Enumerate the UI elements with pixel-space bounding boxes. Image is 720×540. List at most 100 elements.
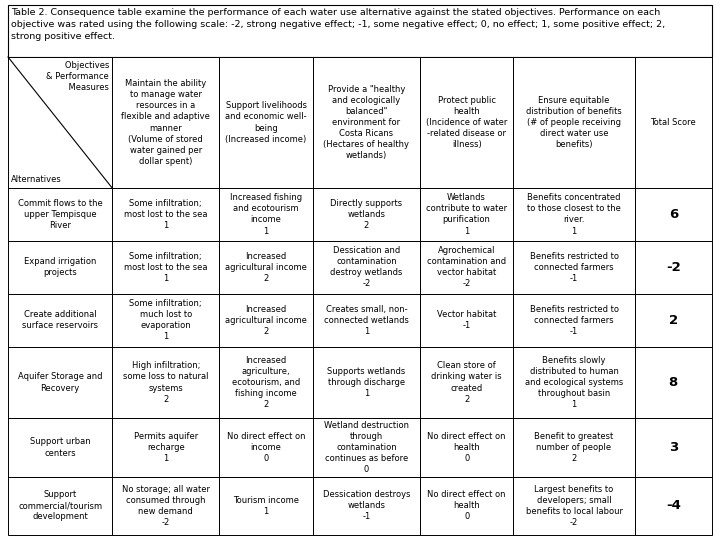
Text: Expand irrigation
projects: Expand irrigation projects xyxy=(24,257,96,278)
Bar xyxy=(219,294,312,347)
Bar xyxy=(420,477,513,535)
Bar xyxy=(8,241,112,294)
Bar xyxy=(8,347,112,418)
Text: Create additional
surface reservoirs: Create additional surface reservoirs xyxy=(22,310,98,330)
Bar xyxy=(219,188,312,241)
Text: Maintain the ability
to manage water
resources in a
flexible and adaptive
manner: Maintain the ability to manage water res… xyxy=(121,79,210,166)
Bar xyxy=(312,57,420,188)
Text: Directly supports
wetlands
2: Directly supports wetlands 2 xyxy=(330,199,402,230)
Text: No direct effect on
health
0: No direct effect on health 0 xyxy=(428,432,506,463)
Text: -4: -4 xyxy=(666,500,680,512)
Text: 2: 2 xyxy=(669,314,678,327)
Text: Ensure equitable
distribution of benefits
(# of people receiving
direct water us: Ensure equitable distribution of benefit… xyxy=(526,96,622,149)
Text: No direct effect on
health
0: No direct effect on health 0 xyxy=(428,490,506,522)
Text: Dessication destroys
wetlands
-1: Dessication destroys wetlands -1 xyxy=(323,490,410,522)
Text: No direct effect on
income
0: No direct effect on income 0 xyxy=(227,432,305,463)
Bar xyxy=(513,57,634,188)
Text: Benefit to greatest
number of people
2: Benefit to greatest number of people 2 xyxy=(534,432,613,463)
Bar xyxy=(8,477,112,535)
Text: Wetland destruction
through
contamination
continues as before
0: Wetland destruction through contaminatio… xyxy=(324,421,409,474)
Bar xyxy=(312,418,420,477)
Bar xyxy=(513,188,634,241)
Bar xyxy=(112,418,219,477)
Text: Clean store of
drinking water is
created
2: Clean store of drinking water is created… xyxy=(431,361,502,404)
Bar xyxy=(634,347,712,418)
Bar xyxy=(634,241,712,294)
Text: Vector habitat
-1: Vector habitat -1 xyxy=(437,310,496,330)
Text: Permits aquifer
recharge
1: Permits aquifer recharge 1 xyxy=(134,432,198,463)
Text: Table 2. Consequence table examine the performance of each water use alternative: Table 2. Consequence table examine the p… xyxy=(11,8,665,40)
Bar xyxy=(420,188,513,241)
Text: Increased
agricultural income
2: Increased agricultural income 2 xyxy=(225,252,307,283)
Text: Some infiltration;
most lost to the sea
1: Some infiltration; most lost to the sea … xyxy=(124,199,207,230)
Text: Benefits restricted to
connected farmers
-1: Benefits restricted to connected farmers… xyxy=(529,252,618,283)
Bar xyxy=(112,241,219,294)
Text: Provide a "healthy
and ecologically
balanced"
environment for
Costa Ricans
(Hect: Provide a "healthy and ecologically bala… xyxy=(323,85,410,160)
Text: Largest benefits to
developers; small
benefits to local labour
-2: Largest benefits to developers; small be… xyxy=(526,485,623,527)
Text: Commit flows to the
upper Tempisque
River: Commit flows to the upper Tempisque Rive… xyxy=(18,199,102,230)
Bar xyxy=(634,188,712,241)
Bar xyxy=(219,477,312,535)
Bar xyxy=(112,347,219,418)
Text: Aquifer Storage and
Recovery: Aquifer Storage and Recovery xyxy=(18,373,102,393)
Text: Benefits slowly
distributed to human
and ecological systems
throughout basin
1: Benefits slowly distributed to human and… xyxy=(525,356,623,409)
Bar xyxy=(112,477,219,535)
Text: Supports wetlands
through discharge
1: Supports wetlands through discharge 1 xyxy=(327,367,405,398)
Bar xyxy=(8,57,112,188)
Bar xyxy=(420,57,513,188)
Text: Objectives
& Performance
    Measures: Objectives & Performance Measures xyxy=(47,61,109,92)
Bar xyxy=(219,347,312,418)
Text: Increased fishing
and ecotourism
income
1: Increased fishing and ecotourism income … xyxy=(230,193,302,235)
Bar xyxy=(513,294,634,347)
Bar xyxy=(8,418,112,477)
Text: Creates small, non-
connected wetlands
1: Creates small, non- connected wetlands 1 xyxy=(324,305,409,336)
Text: High infiltration;
some loss to natural
systems
2: High infiltration; some loss to natural … xyxy=(123,361,209,404)
Text: Total Score: Total Score xyxy=(650,118,696,127)
Text: Benefits restricted to
connected farmers
-1: Benefits restricted to connected farmers… xyxy=(529,305,618,336)
Bar xyxy=(219,57,312,188)
Text: Dessication and
contamination
destroy wetlands
-2: Dessication and contamination destroy we… xyxy=(330,246,402,288)
Text: Protect public
health
(Incidence of water
-related disease or
illness): Protect public health (Incidence of wate… xyxy=(426,96,508,149)
Bar xyxy=(219,418,312,477)
Bar xyxy=(8,294,112,347)
Bar xyxy=(312,347,420,418)
Bar xyxy=(8,5,712,57)
Bar xyxy=(312,477,420,535)
Text: Support
commercial/tourism
development: Support commercial/tourism development xyxy=(18,490,102,522)
Text: Benefits concentrated
to those closest to the
river.
1: Benefits concentrated to those closest t… xyxy=(527,193,621,235)
Text: -2: -2 xyxy=(666,261,680,274)
Bar xyxy=(112,57,219,188)
Bar xyxy=(420,241,513,294)
Text: Agrochemical
contamination and
vector habitat
-2: Agrochemical contamination and vector ha… xyxy=(427,246,506,288)
Bar xyxy=(312,241,420,294)
Text: Increased
agriculture,
ecotourism, and
fishing income
2: Increased agriculture, ecotourism, and f… xyxy=(232,356,300,409)
Text: 8: 8 xyxy=(669,376,678,389)
Bar xyxy=(634,294,712,347)
Bar xyxy=(112,188,219,241)
Text: Some infiltration;
much lost to
evaporation
1: Some infiltration; much lost to evaporat… xyxy=(130,299,202,341)
Bar xyxy=(513,347,634,418)
Text: Wetlands
contribute to water
purification
1: Wetlands contribute to water purificatio… xyxy=(426,193,507,235)
Text: 6: 6 xyxy=(669,208,678,221)
Bar xyxy=(634,477,712,535)
Bar xyxy=(112,294,219,347)
Bar xyxy=(312,294,420,347)
Text: No storage; all water
consumed through
new demand
-2: No storage; all water consumed through n… xyxy=(122,485,210,527)
Text: Increased
agricultural income
2: Increased agricultural income 2 xyxy=(225,305,307,336)
Bar xyxy=(420,347,513,418)
Text: Support urban
centers: Support urban centers xyxy=(30,437,91,457)
Bar xyxy=(420,418,513,477)
Bar xyxy=(513,241,634,294)
Bar xyxy=(420,294,513,347)
Bar xyxy=(219,241,312,294)
Bar xyxy=(513,477,634,535)
Bar xyxy=(312,188,420,241)
Bar xyxy=(634,418,712,477)
Bar xyxy=(8,188,112,241)
Bar xyxy=(634,57,712,188)
Text: 3: 3 xyxy=(669,441,678,454)
Text: Alternatives: Alternatives xyxy=(11,175,62,184)
Text: Tourism income
1: Tourism income 1 xyxy=(233,496,299,516)
Bar xyxy=(513,418,634,477)
Text: Some infiltration;
most lost to the sea
1: Some infiltration; most lost to the sea … xyxy=(124,252,207,283)
